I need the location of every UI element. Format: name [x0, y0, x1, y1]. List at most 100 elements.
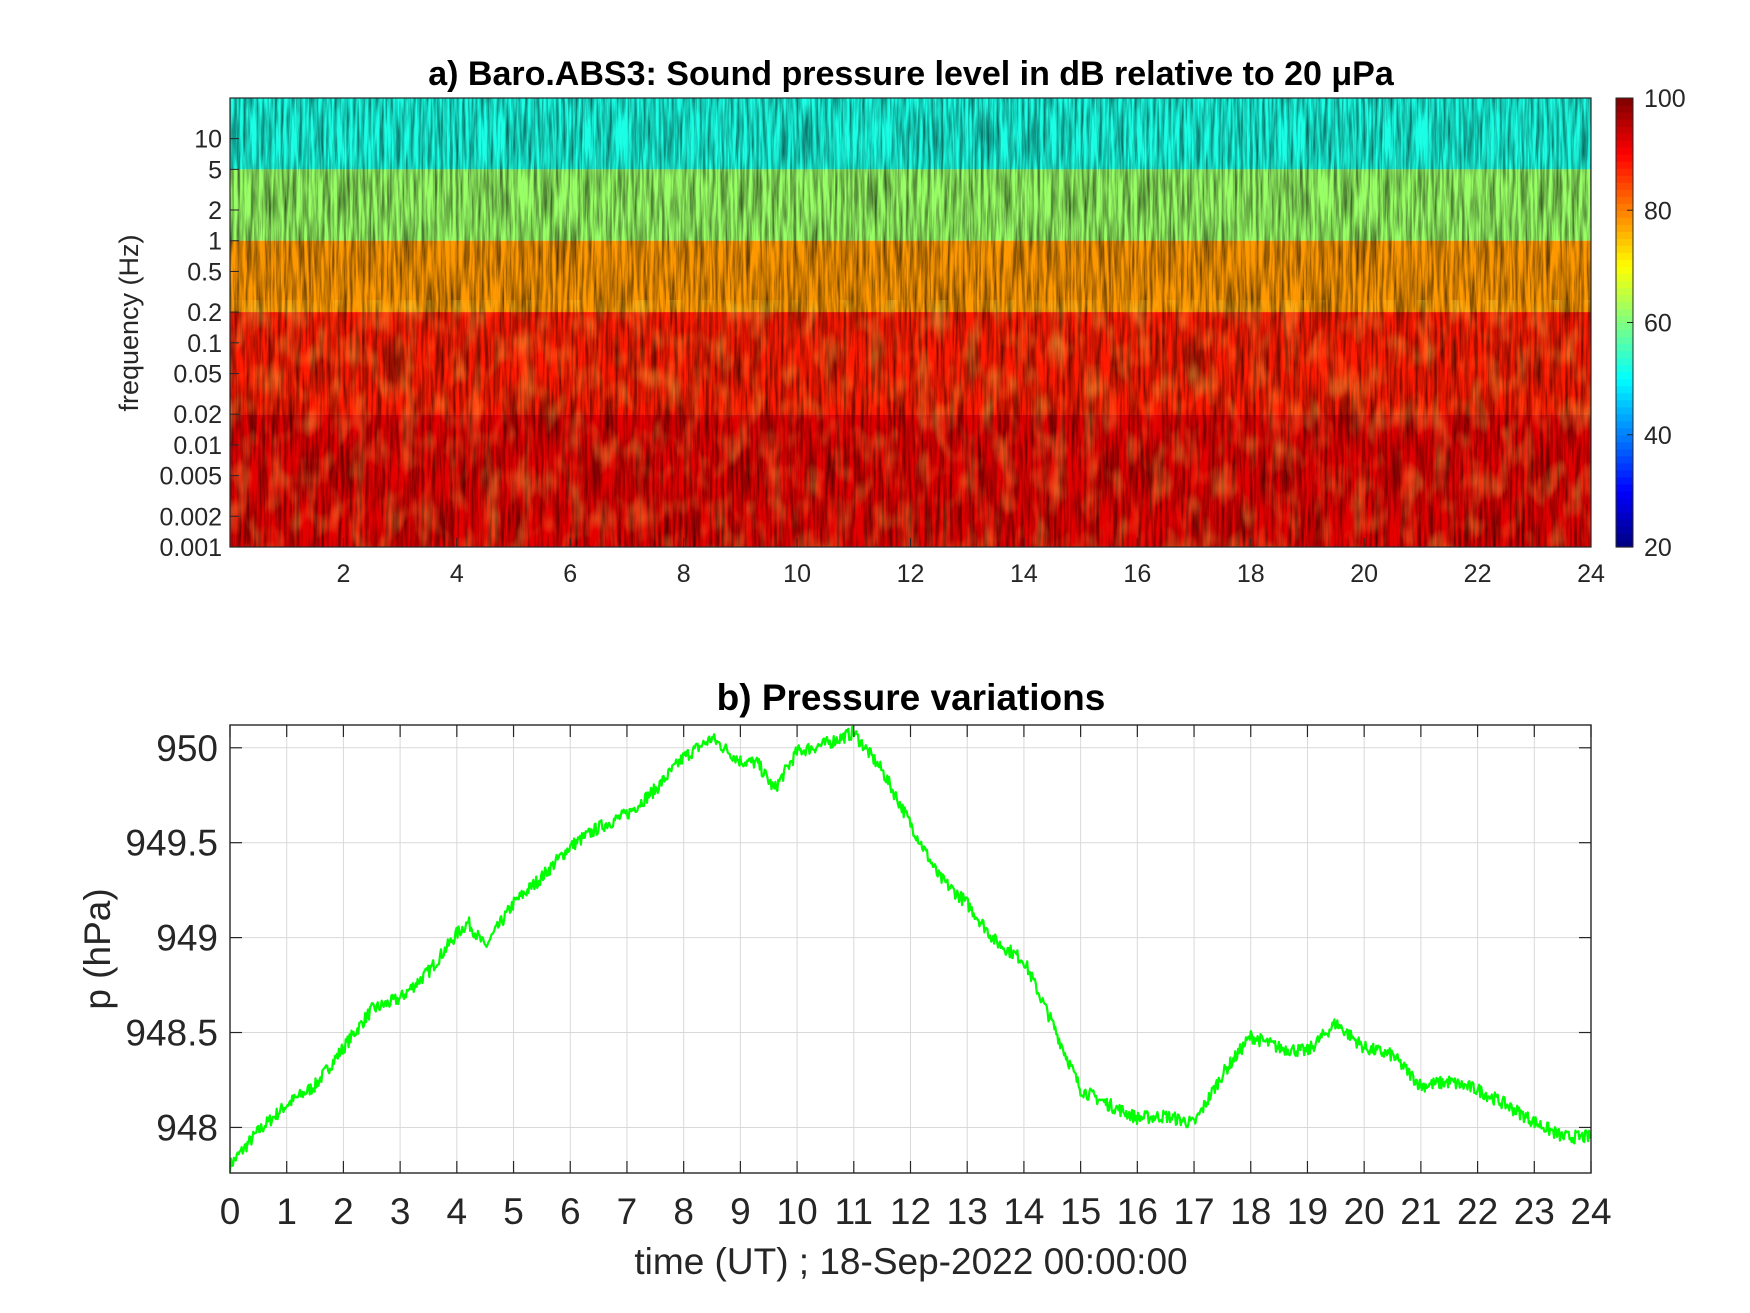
colorbar-segment: [1616, 315, 1633, 324]
colorbar-segment: [1616, 133, 1633, 141]
colorbar-segment: [1616, 294, 1633, 303]
heatmap-y-tick-label: 5: [208, 156, 222, 184]
x-tick-label: 20: [1344, 1191, 1385, 1232]
x-tick-label: 16: [1117, 1191, 1158, 1232]
colorbar-segment: [1616, 168, 1633, 176]
colorbar-segment: [1616, 350, 1633, 359]
x-tick-label: 17: [1173, 1191, 1214, 1232]
heatmap-y-tick-label: 0.001: [159, 534, 222, 562]
panel-b-title: b) Pressure variations: [717, 677, 1106, 718]
y-axis-label: p (hPa): [77, 888, 118, 1009]
colorbar-tick-label: 80: [1644, 197, 1672, 225]
heatmap-y-tick-label: 0.02: [173, 401, 222, 429]
colorbar-segment: [1616, 399, 1633, 408]
heatmap-x-tick-label: 20: [1350, 560, 1378, 588]
y-tick-label: 949: [156, 918, 218, 959]
colorbar-segment: [1616, 210, 1633, 218]
x-tick-label: 21: [1400, 1191, 1441, 1232]
heatmap-texture-light: [230, 300, 1591, 547]
colorbar-segment: [1616, 322, 1633, 331]
colorbar-segment: [1616, 189, 1633, 197]
x-axis-label: time (UT) ; 18-Sep-2022 00:00:00: [634, 1241, 1187, 1282]
colorbar-segment: [1616, 98, 1633, 106]
heatmap-y-tick-label: 0.2: [187, 299, 222, 327]
colorbar-segment: [1616, 217, 1633, 225]
colorbar-segment: [1616, 140, 1633, 148]
heatmap-x-ticks: 2 4 6 8 10 12 14 16 18 20 22 24: [336, 538, 1605, 588]
colorbar-segment: [1616, 378, 1633, 387]
colorbar-segment: [1616, 497, 1633, 506]
colorbar-segment: [1616, 329, 1633, 338]
colorbar-ticks: 20 40 60 80 100: [1627, 85, 1686, 562]
colorbar: [1615, 97, 1634, 548]
colorbar-segment: [1616, 427, 1633, 436]
colorbar-segment: [1616, 392, 1633, 401]
colorbar-tick-label: 20: [1644, 534, 1672, 562]
x-tick-label: 5: [503, 1191, 524, 1232]
colorbar-segment: [1616, 511, 1633, 520]
colorbar-segment: [1616, 455, 1633, 464]
colorbar-segment: [1616, 490, 1633, 499]
colorbar-segment: [1616, 476, 1633, 485]
colorbar-segment: [1616, 231, 1633, 239]
colorbar-segment: [1616, 224, 1633, 232]
colorbar-segment: [1616, 273, 1633, 282]
x-tick-label: 3: [390, 1191, 411, 1232]
heatmap-y-tick-label: 0.05: [173, 361, 222, 389]
heatmap-y-tick-label: 0.01: [173, 432, 222, 460]
heatmap-y-label: frequency (Hz): [114, 234, 144, 411]
colorbar-segment: [1616, 448, 1633, 457]
x-tick-label: 7: [617, 1191, 638, 1232]
heatmap-y-tick-label: 0.005: [159, 463, 222, 491]
colorbar-segment: [1616, 462, 1633, 471]
colorbar-segment: [1616, 441, 1633, 450]
colorbar-segment: [1616, 238, 1633, 246]
colorbar-tick-label: 100: [1644, 85, 1686, 113]
colorbar-tick-label: 40: [1644, 422, 1672, 450]
x-tick-label: 11: [835, 1191, 873, 1232]
colorbar-segment: [1616, 483, 1633, 492]
heatmap-y-tick-label: 1: [208, 228, 222, 256]
colorbar-segment: [1616, 105, 1633, 113]
colorbar-segment: [1616, 147, 1633, 155]
colorbar-segment: [1616, 280, 1633, 289]
colorbar-segment: [1616, 287, 1633, 296]
heatmap-x-tick-label: 18: [1237, 560, 1265, 588]
x-tick-label: 6: [560, 1191, 581, 1232]
colorbar-segment: [1616, 336, 1633, 345]
x-tick-label: 10: [777, 1191, 818, 1232]
panel-a: a) Baro.ABS3: Sound pressure level in dB…: [114, 55, 1686, 588]
colorbar-segment: [1616, 504, 1633, 513]
x-tick-label: 19: [1287, 1191, 1328, 1232]
heatmap-y-tick-label: 10: [194, 126, 222, 154]
heatmap-y-ticks: 0.001 0.002 0.005 0.01 0.02 0.05 0.1 0.2 0.51 2 51…: [159, 126, 239, 562]
x-tick-label: 23: [1514, 1191, 1555, 1232]
heatmap-y-tick-label: 0.5: [187, 258, 222, 286]
colorbar-segment: [1616, 413, 1633, 422]
colorbar-segment: [1616, 266, 1633, 274]
colorbar-segment: [1616, 196, 1633, 204]
colorbar-segment: [1616, 469, 1633, 478]
colorbar-segment: [1616, 434, 1633, 443]
heatmap-x-tick-label: 2: [336, 560, 350, 588]
heatmap-x-tick-label: 24: [1577, 560, 1605, 588]
colorbar-segment: [1616, 420, 1633, 429]
x-tick-label: 24: [1570, 1191, 1611, 1232]
x-tick-label: 15: [1060, 1191, 1101, 1232]
x-tick-label: 18: [1230, 1191, 1271, 1232]
colorbar-segment: [1616, 364, 1633, 373]
panel-b: b) Pressure variations 0 1 2 3 4 5 6 7 8 9 10 11 12 1…: [77, 677, 1612, 1282]
x-tick-label: 4: [447, 1191, 468, 1232]
heatmap-x-tick-label: 4: [450, 560, 464, 588]
x-tick-label: 14: [1003, 1191, 1044, 1232]
colorbar-segment: [1616, 252, 1633, 260]
x-tick-label: 9: [730, 1191, 751, 1232]
heatmap-x-tick-label: 6: [563, 560, 577, 588]
colorbar-tick-label: 60: [1644, 310, 1672, 338]
x-tick-label: 13: [947, 1191, 988, 1232]
colorbar-segment: [1616, 259, 1633, 267]
y-tick-label: 948.5: [125, 1013, 218, 1054]
y-tick-label: 949.5: [125, 823, 218, 864]
colorbar-segment: [1616, 371, 1633, 380]
heatmap-x-tick-label: 10: [783, 560, 811, 588]
